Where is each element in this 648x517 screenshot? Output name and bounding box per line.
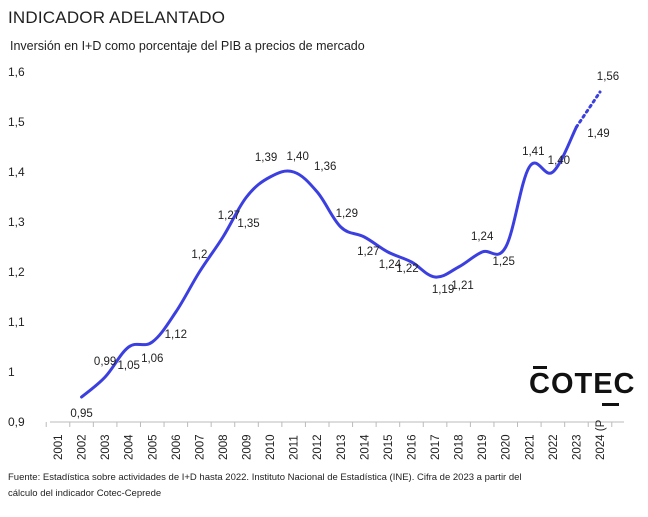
x-tick-label: 2001 [53, 434, 65, 460]
data-label: 1,35 [237, 218, 259, 230]
data-label: 1,40 [286, 151, 308, 163]
data-label: 1,41 [522, 146, 544, 158]
data-label: 1,27 [218, 210, 240, 222]
x-tick-label: 2014 [359, 434, 371, 460]
x-tick-label: 2020 [501, 434, 513, 460]
y-tick-label: 1,6 [8, 65, 25, 79]
y-tick-label: 1,1 [8, 315, 25, 329]
cotec-logo: COTEC [529, 368, 636, 400]
y-tick-label: 1,5 [8, 115, 25, 129]
data-label: 1,2 [191, 249, 207, 261]
data-label: 1,25 [493, 256, 515, 268]
y-tick-label: 0,9 [8, 415, 25, 429]
line-chart: 0,9 1 1,1 1,2 1,3 1,4 1,5 1,6 2001 2002 2003 2004 20… [8, 65, 624, 460]
x-tick-label: 2009 [242, 434, 254, 460]
x-tick-label: 2017 [430, 434, 442, 460]
data-label: 0,95 [70, 408, 92, 420]
y-tick-label: 1 [8, 365, 15, 379]
x-tick-label: 2022 [548, 434, 560, 460]
source-note-line-1: Fuente: Estadística sobre actividades de… [8, 472, 522, 483]
data-label: 1,22 [396, 263, 418, 275]
data-label: 1,29 [336, 208, 358, 220]
x-tick-label: 2005 [147, 434, 159, 460]
data-label: 1,39 [255, 152, 277, 164]
source-note-line-2: cálculo del indicador Cotec-Ceprede [8, 488, 162, 499]
data-label: 1,24 [379, 259, 402, 271]
logo-bottom-bar [602, 403, 619, 406]
x-tick-label: 2016 [406, 434, 418, 460]
y-tick-label: 1,2 [8, 265, 25, 279]
x-tick-label: 2018 [454, 434, 466, 460]
logo-top-bar [533, 366, 547, 369]
data-label: 1,27 [357, 246, 379, 258]
x-tick-label: 2006 [171, 434, 183, 460]
x-tick-label: 2021 [524, 434, 536, 460]
source-note: Fuente: Estadística sobre actividades de… [8, 470, 598, 502]
x-tick-label: 2012 [312, 434, 324, 460]
data-label: 1,36 [314, 161, 336, 173]
x-tick-label: 2019 [477, 434, 489, 460]
series-line-projection [574, 90, 602, 129]
data-label: 1,21 [451, 280, 473, 292]
chart-title: INDICADOR ADELANTADO [8, 8, 226, 27]
x-tick-label: 2013 [336, 434, 348, 460]
series-line [80, 125, 578, 399]
data-label: 1,24 [471, 231, 494, 243]
x-tick-label: 2002 [77, 434, 89, 460]
data-label: 1,19 [432, 284, 454, 296]
x-tick-label: 2011 [289, 435, 301, 460]
data-label: 1,56 [597, 71, 619, 83]
x-tick-label: 2003 [100, 434, 112, 460]
data-label: 0,99 [94, 356, 116, 368]
y-tick-label: 1,3 [8, 215, 25, 229]
x-tick-label: 2023 [571, 434, 583, 460]
x-tick-label: 2024 (P [595, 419, 607, 460]
chart-subtitle: Inversión en I+D como porcentaje del PIB… [10, 39, 365, 53]
x-tick-label: 2010 [265, 434, 277, 460]
data-label: 1,12 [165, 329, 187, 341]
x-tick-label: 2007 [194, 434, 206, 460]
data-label: 1,06 [141, 353, 163, 365]
data-label: 1,05 [118, 360, 140, 372]
data-label: 1,49 [587, 128, 609, 140]
x-tick-label: 2004 [124, 434, 136, 460]
data-label: 1,40 [548, 155, 570, 167]
x-tick-label: 2015 [383, 434, 395, 460]
y-tick-label: 1,4 [8, 165, 25, 179]
x-tick-label: 2008 [218, 434, 230, 460]
